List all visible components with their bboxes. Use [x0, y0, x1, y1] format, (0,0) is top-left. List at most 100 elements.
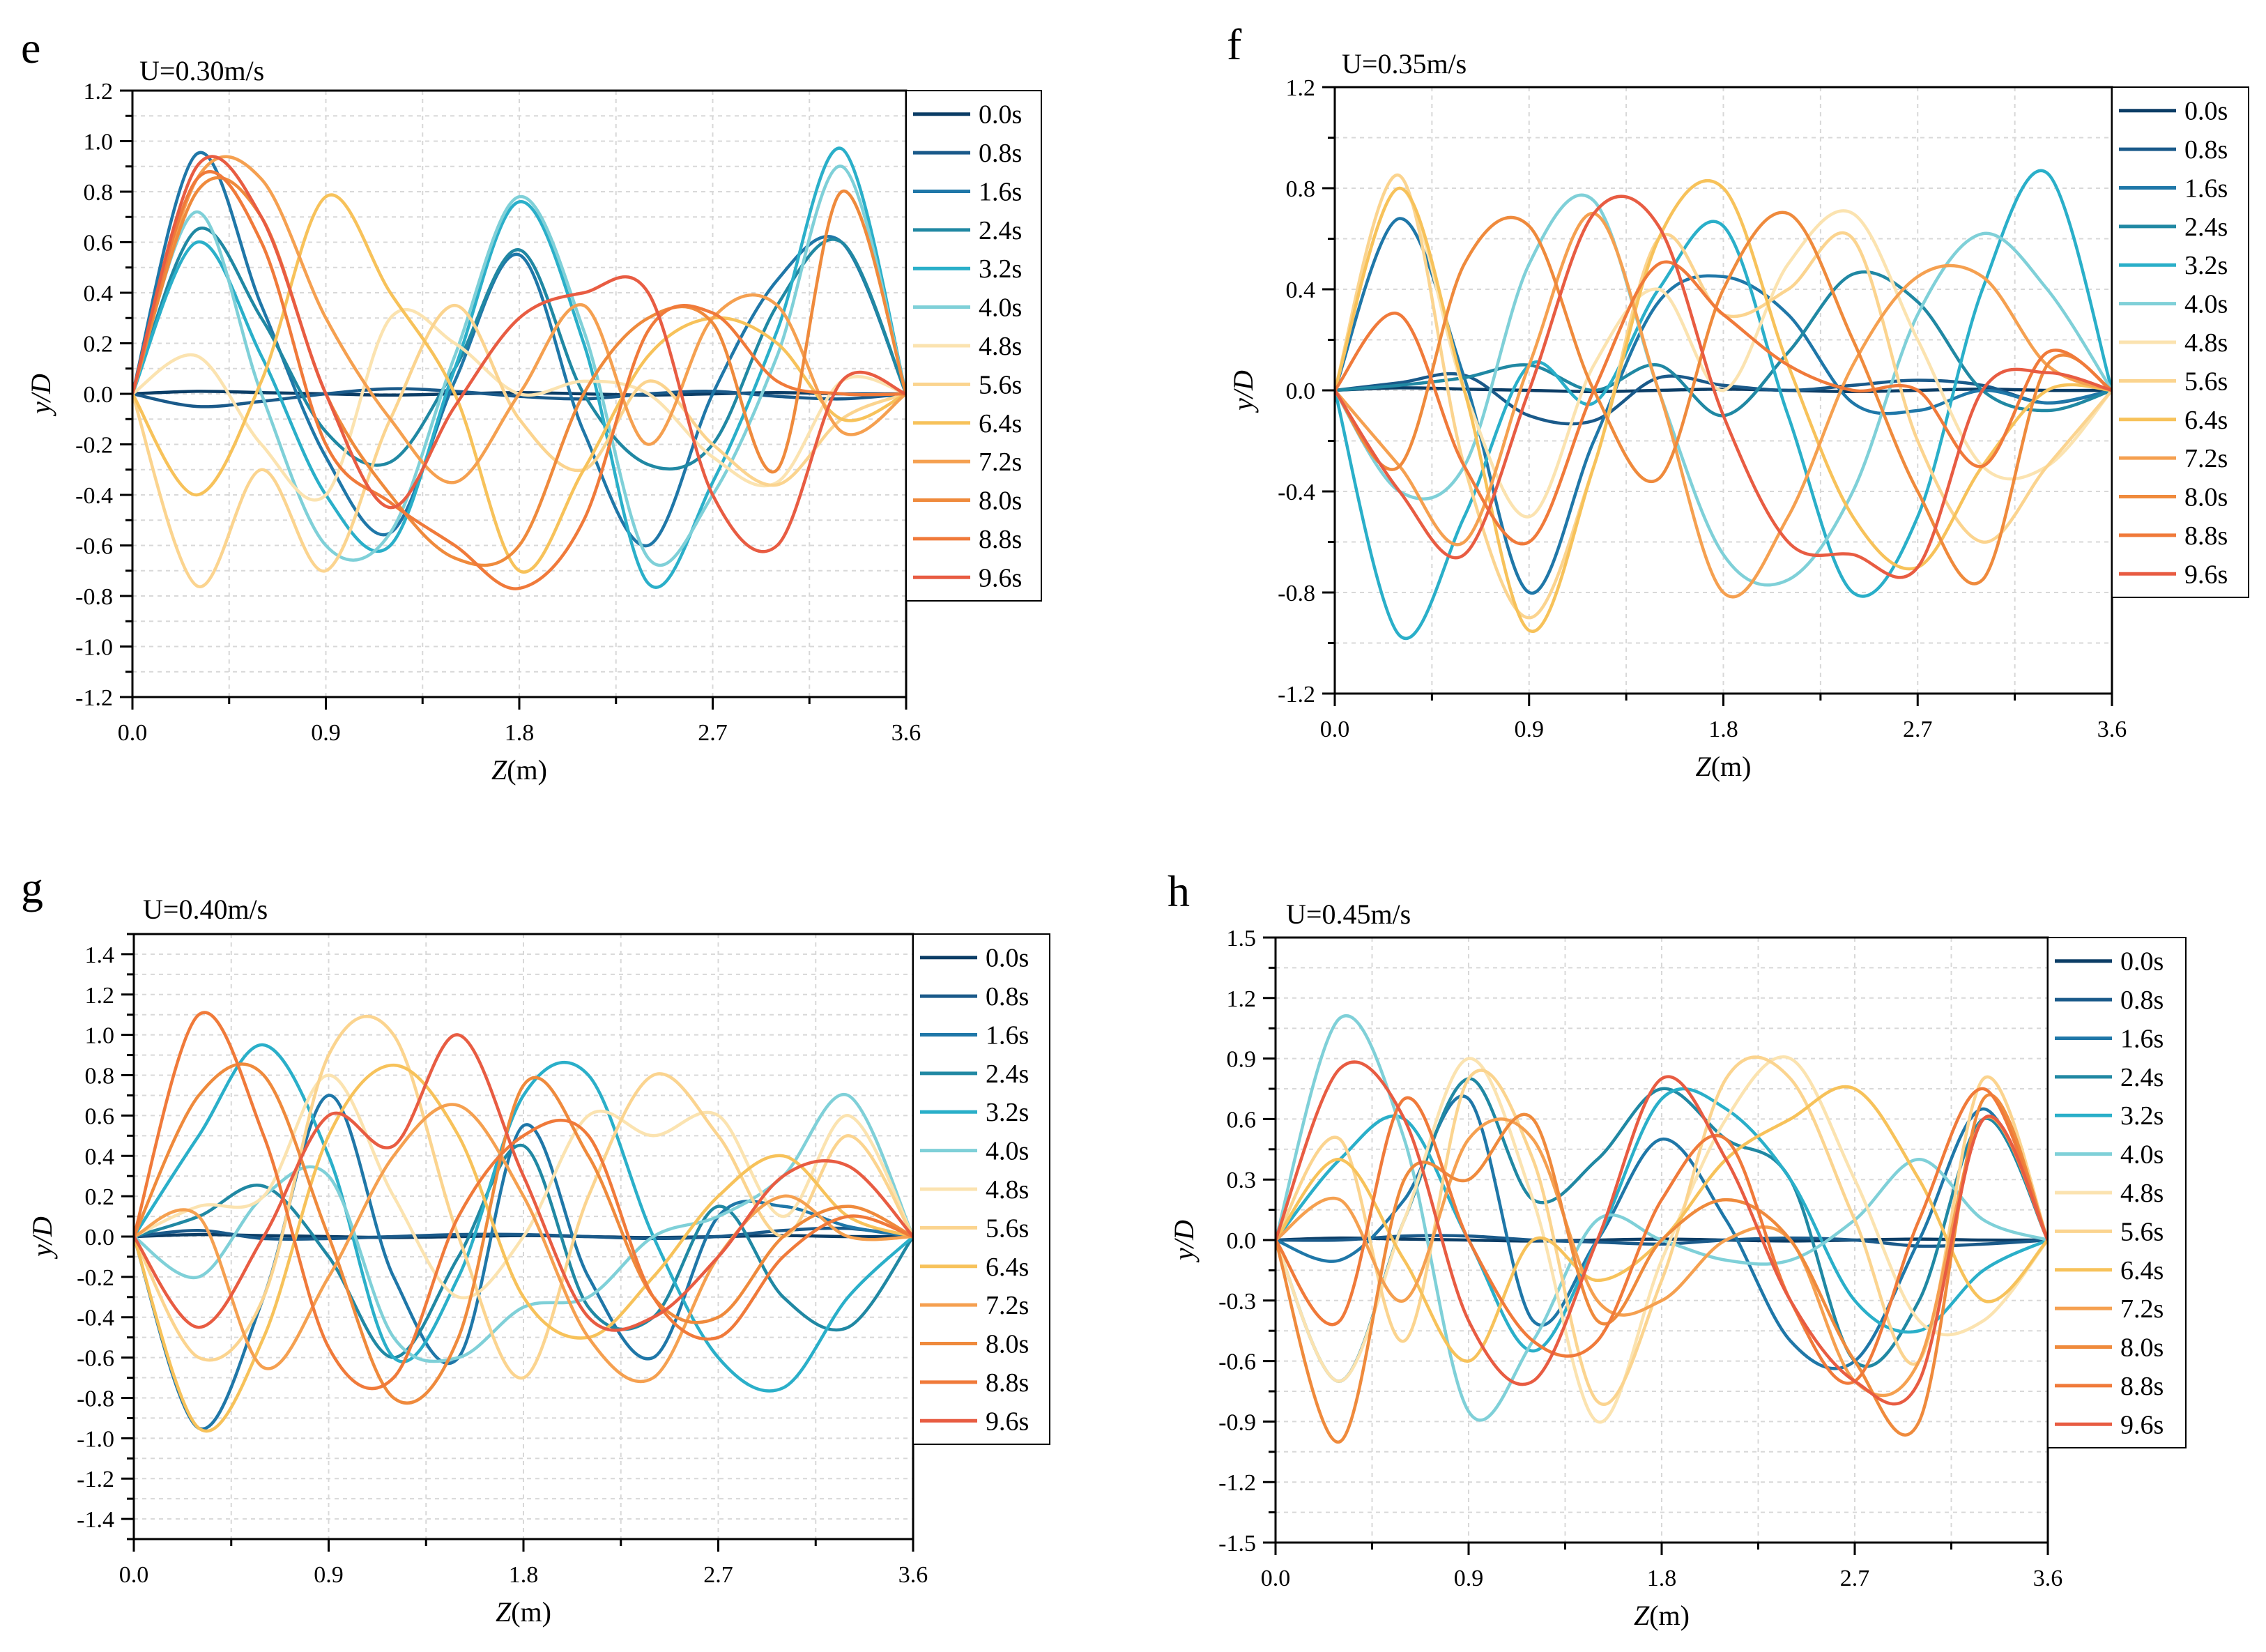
legend-label-g-0.8s: 0.8s	[986, 982, 1029, 1011]
x-tick-label-e: 2.7	[698, 720, 728, 746]
legend-label-g-5.6s: 5.6s	[986, 1214, 1029, 1243]
y-tick-label-f: -0.4	[1278, 480, 1315, 505]
series-line-f-4.8s	[1335, 186, 2112, 519]
panel-f: f U=0.35m/s 0.0 0.9 1.8 2.7 3.6 -1.2 -0.8 -0.4 0…	[1227, 20, 2249, 782]
legend-label-g-6.4s: 6.4s	[986, 1253, 1029, 1282]
y-tick-label-e: -0.8	[75, 584, 113, 610]
panel-title-g: U=0.40m/s	[143, 894, 268, 925]
y-tick-label-h: -1.2	[1218, 1470, 1256, 1496]
y-tick-label-g: -0.4	[77, 1306, 114, 1331]
x-tick-label-f: 3.6	[2097, 717, 2127, 742]
x-tick-label-g: 0.0	[119, 1562, 149, 1588]
series-group-g	[134, 1011, 913, 1433]
series-line-f-9.6s	[1335, 194, 2112, 579]
legend-label-h-5.6s: 5.6s	[2120, 1217, 2164, 1246]
series-line-e-7.2s	[132, 155, 906, 484]
panel-title-e: U=0.30m/s	[139, 55, 264, 86]
legend-label-h-7.2s: 7.2s	[2120, 1294, 2164, 1324]
y-tick-label-h: -0.9	[1218, 1409, 1256, 1435]
y-tick-label-g: 1.0	[85, 1023, 115, 1049]
y-tick-label-h: 0.0	[1227, 1228, 1257, 1254]
x-axis-label-g: Z(m)	[496, 1596, 551, 1628]
x-tick-label-f: 0.0	[1320, 717, 1350, 742]
y-tick-label-e: -1.2	[75, 685, 113, 711]
y-tick-label-g: -0.8	[77, 1386, 114, 1412]
y-tick-label-h: -0.6	[1218, 1349, 1256, 1375]
legend-label-h-3.2s: 3.2s	[2120, 1101, 2164, 1131]
y-axis-label-g: y/D	[26, 1216, 58, 1260]
y-tick-label-f: 1.2	[1286, 75, 1316, 101]
legend-label-g-7.2s: 7.2s	[986, 1291, 1029, 1320]
x-tick-label-h: 3.6	[2033, 1566, 2063, 1591]
legend-label-e-3.2s: 3.2s	[979, 254, 1022, 284]
series-line-h-0.8s	[1276, 1234, 2048, 1248]
x-axis-label-e: Z(m)	[491, 754, 547, 786]
y-tick-label-f: 0.0	[1286, 378, 1316, 404]
legend-label-g-8.0s: 8.0s	[986, 1330, 1029, 1359]
legend-label-f-5.6s: 5.6s	[2184, 367, 2228, 396]
legend-label-e-5.6s: 5.6s	[979, 370, 1022, 399]
x-tick-label-f: 2.7	[1903, 717, 1933, 742]
legend-label-e-2.4s: 2.4s	[979, 216, 1022, 245]
y-tick-label-e: 0.6	[84, 231, 114, 257]
panel-h: h U=0.45m/s 0.0 0.9 1.8 2.7 3.6 -1.5 -1.2 -0.9 -…	[1168, 866, 2187, 1631]
x-tick-label-h: 2.7	[1840, 1566, 1870, 1591]
x-axis-label-h: Z(m)	[1634, 1600, 1690, 1631]
series-line-f-3.2s	[1335, 169, 2112, 640]
legend-label-h-9.6s: 9.6s	[2120, 1410, 2164, 1439]
series-line-h-8.0s	[1276, 1093, 2048, 1444]
series-line-e-8.8s	[132, 170, 906, 590]
series-line-e-4.8s	[132, 307, 906, 502]
series-line-e-5.6s	[132, 303, 906, 588]
series-line-h-8.8s	[1276, 1087, 2048, 1385]
x-tick-label-g: 1.8	[509, 1562, 539, 1588]
y-tick-label-h: 1.5	[1227, 926, 1257, 951]
legend-label-e-8.0s: 8.0s	[979, 487, 1022, 516]
series-line-g-8.8s	[134, 1011, 913, 1391]
legend-label-g-8.8s: 8.8s	[986, 1368, 1029, 1398]
series-line-h-4.8s	[1276, 1055, 2048, 1424]
legend-label-f-1.6s: 1.6s	[2184, 174, 2228, 203]
legend-label-e-0.0s: 0.0s	[979, 100, 1022, 130]
x-axis-label-f: Z(m)	[1695, 751, 1751, 782]
legend-label-h-2.4s: 2.4s	[2120, 1063, 2164, 1092]
y-tick-label-e: -1.0	[75, 635, 113, 661]
series-line-f-6.4s	[1335, 179, 2112, 633]
y-tick-label-g: -1.2	[77, 1467, 114, 1492]
series-line-f-7.2s	[1335, 212, 2112, 599]
x-tick-label-g: 2.7	[703, 1562, 733, 1588]
panel-letter-g: g	[21, 863, 43, 912]
y-tick-label-g: 0.0	[85, 1225, 115, 1251]
legend-label-f-4.8s: 4.8s	[2184, 328, 2228, 358]
x-tick-label-h: 0.9	[1454, 1566, 1484, 1591]
legend-label-e-4.8s: 4.8s	[979, 332, 1022, 361]
y-tick-label-e: 0.2	[84, 332, 114, 358]
legend-label-h-1.6s: 1.6s	[2120, 1024, 2164, 1053]
y-tick-label-e: 0.8	[84, 180, 114, 206]
x-tick-label-e: 0.9	[311, 720, 341, 746]
series-group-f	[1335, 169, 2112, 640]
legend-label-f-4.0s: 4.0s	[2184, 290, 2228, 319]
series-line-g-9.6s	[134, 1033, 913, 1332]
legend-label-h-0.8s: 0.8s	[2120, 986, 2164, 1015]
x-tick-label-e: 1.8	[505, 720, 535, 746]
y-axis-label-h: y/D	[1168, 1220, 1200, 1263]
series-line-e-6.4s	[132, 193, 906, 574]
legend-label-g-4.0s: 4.0s	[986, 1137, 1029, 1166]
legend-label-e-8.8s: 8.8s	[979, 525, 1022, 554]
series-line-h-9.6s	[1276, 1060, 2048, 1406]
series-line-e-9.6s	[132, 155, 906, 553]
y-tick-label-g: -1.0	[77, 1426, 114, 1452]
panel-letter-f: f	[1227, 20, 1242, 69]
y-tick-label-g: -0.6	[77, 1346, 114, 1372]
series-line-h-4.0s	[1276, 1014, 2048, 1422]
series-line-g-2.4s	[134, 1143, 913, 1359]
y-tick-label-e: -0.2	[75, 433, 113, 459]
series-line-g-7.2s	[134, 1103, 913, 1384]
y-tick-label-e: -0.4	[75, 483, 113, 509]
legend-label-g-9.6s: 9.6s	[986, 1407, 1029, 1436]
y-tick-label-e: 0.0	[84, 382, 114, 408]
legend-label-f-2.4s: 2.4s	[2184, 213, 2228, 242]
series-group-e	[132, 146, 906, 590]
y-tick-label-e: 1.2	[84, 79, 114, 105]
